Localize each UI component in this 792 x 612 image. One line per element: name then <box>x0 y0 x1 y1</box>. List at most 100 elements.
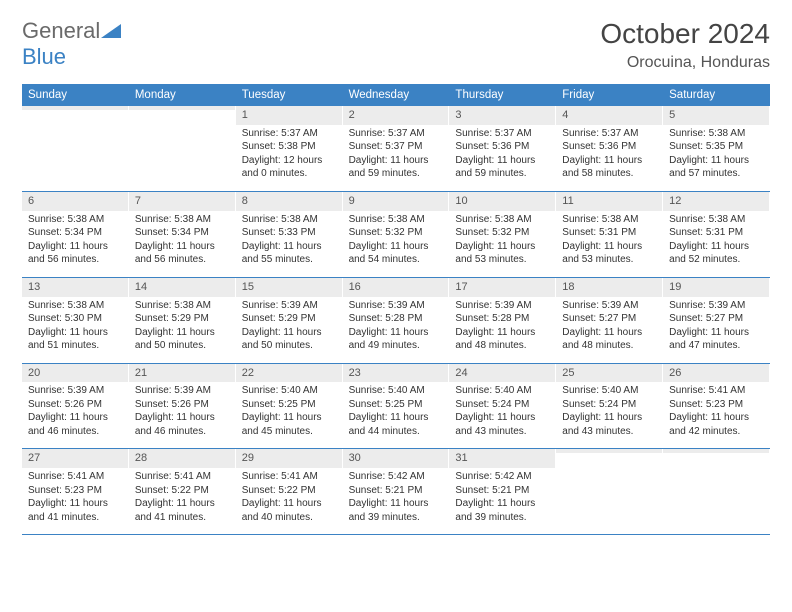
day-line: and 49 minutes. <box>349 339 444 353</box>
day-body: Sunrise: 5:37 AMSunset: 5:36 PMDaylight:… <box>556 125 663 191</box>
day-body: Sunrise: 5:37 AMSunset: 5:36 PMDaylight:… <box>449 125 556 191</box>
calendar-day: 10Sunrise: 5:38 AMSunset: 5:32 PMDayligh… <box>449 192 556 277</box>
day-line: Sunset: 5:21 PM <box>349 484 444 498</box>
day-number: 10 <box>449 192 556 211</box>
calendar-day: 12Sunrise: 5:38 AMSunset: 5:31 PMDayligh… <box>663 192 770 277</box>
day-line: Daylight: 11 hours <box>242 326 337 340</box>
calendar-week: 13Sunrise: 5:38 AMSunset: 5:30 PMDayligh… <box>22 278 770 364</box>
calendar-day: 18Sunrise: 5:39 AMSunset: 5:27 PMDayligh… <box>556 278 663 363</box>
day-line: Sunset: 5:21 PM <box>455 484 550 498</box>
weekday-label: Sunday <box>22 84 129 106</box>
calendar-day: 1Sunrise: 5:37 AMSunset: 5:38 PMDaylight… <box>236 106 343 191</box>
day-line: and 56 minutes. <box>28 253 123 267</box>
day-line: Daylight: 11 hours <box>349 240 444 254</box>
calendar-day: 15Sunrise: 5:39 AMSunset: 5:29 PMDayligh… <box>236 278 343 363</box>
day-body: Sunrise: 5:38 AMSunset: 5:32 PMDaylight:… <box>343 211 450 277</box>
day-line: Sunrise: 5:42 AM <box>455 470 550 484</box>
calendar-day <box>129 106 236 191</box>
day-line: Sunrise: 5:38 AM <box>135 213 230 227</box>
day-body: Sunrise: 5:37 AMSunset: 5:37 PMDaylight:… <box>343 125 450 191</box>
day-line: and 48 minutes. <box>455 339 550 353</box>
day-line: Sunrise: 5:39 AM <box>28 384 123 398</box>
day-line: Daylight: 11 hours <box>562 240 657 254</box>
day-line: Daylight: 11 hours <box>349 497 444 511</box>
calendar-week: 6Sunrise: 5:38 AMSunset: 5:34 PMDaylight… <box>22 192 770 278</box>
calendar-day: 8Sunrise: 5:38 AMSunset: 5:33 PMDaylight… <box>236 192 343 277</box>
calendar-day: 27Sunrise: 5:41 AMSunset: 5:23 PMDayligh… <box>22 449 129 534</box>
day-body <box>663 453 770 519</box>
month-title: October 2024 <box>600 18 770 50</box>
day-number: 18 <box>556 278 663 297</box>
day-line: Daylight: 11 hours <box>28 326 123 340</box>
day-body: Sunrise: 5:39 AMSunset: 5:28 PMDaylight:… <box>449 297 556 363</box>
calendar-day: 26Sunrise: 5:41 AMSunset: 5:23 PMDayligh… <box>663 364 770 449</box>
logo: General Blue <box>22 18 121 70</box>
day-line: Sunset: 5:23 PM <box>669 398 764 412</box>
day-number: 15 <box>236 278 343 297</box>
day-number: 14 <box>129 278 236 297</box>
calendar-day <box>556 449 663 534</box>
day-line: Sunrise: 5:38 AM <box>135 299 230 313</box>
day-number: 12 <box>663 192 770 211</box>
day-line: and 39 minutes. <box>455 511 550 525</box>
day-line: Daylight: 11 hours <box>669 411 764 425</box>
day-body: Sunrise: 5:39 AMSunset: 5:28 PMDaylight:… <box>343 297 450 363</box>
day-line: Sunset: 5:28 PM <box>349 312 444 326</box>
day-line: and 48 minutes. <box>562 339 657 353</box>
logo-shape-icon <box>101 18 121 44</box>
calendar-day: 5Sunrise: 5:38 AMSunset: 5:35 PMDaylight… <box>663 106 770 191</box>
day-line: Sunset: 5:33 PM <box>242 226 337 240</box>
day-line: Sunset: 5:32 PM <box>349 226 444 240</box>
day-body: Sunrise: 5:37 AMSunset: 5:38 PMDaylight:… <box>236 125 343 191</box>
day-line: and 41 minutes. <box>28 511 123 525</box>
day-number: 28 <box>129 449 236 468</box>
day-line: Daylight: 11 hours <box>135 240 230 254</box>
day-line: Sunset: 5:34 PM <box>135 226 230 240</box>
day-line: Sunrise: 5:38 AM <box>669 127 764 141</box>
day-number: 16 <box>343 278 450 297</box>
logo-text-blue: Blue <box>22 44 66 69</box>
weekday-label: Friday <box>556 84 663 106</box>
day-line: Sunset: 5:34 PM <box>28 226 123 240</box>
day-line: Sunset: 5:25 PM <box>349 398 444 412</box>
day-body: Sunrise: 5:38 AMSunset: 5:33 PMDaylight:… <box>236 211 343 277</box>
day-line: Daylight: 11 hours <box>349 411 444 425</box>
day-number: 19 <box>663 278 770 297</box>
calendar-day: 25Sunrise: 5:40 AMSunset: 5:24 PMDayligh… <box>556 364 663 449</box>
day-number: 22 <box>236 364 343 383</box>
day-line: Sunrise: 5:38 AM <box>349 213 444 227</box>
day-line: Sunset: 5:24 PM <box>455 398 550 412</box>
day-line: Daylight: 11 hours <box>455 240 550 254</box>
day-body: Sunrise: 5:39 AMSunset: 5:27 PMDaylight:… <box>556 297 663 363</box>
day-line: Sunrise: 5:38 AM <box>562 213 657 227</box>
weekday-header: Sunday Monday Tuesday Wednesday Thursday… <box>22 84 770 106</box>
day-number: 24 <box>449 364 556 383</box>
day-line: and 43 minutes. <box>455 425 550 439</box>
day-body: Sunrise: 5:41 AMSunset: 5:23 PMDaylight:… <box>22 468 129 534</box>
calendar-day: 31Sunrise: 5:42 AMSunset: 5:21 PMDayligh… <box>449 449 556 534</box>
day-line: Daylight: 11 hours <box>349 154 444 168</box>
day-line: Sunrise: 5:40 AM <box>242 384 337 398</box>
day-number: 1 <box>236 106 343 125</box>
day-line: Sunrise: 5:39 AM <box>349 299 444 313</box>
day-number: 13 <box>22 278 129 297</box>
day-number: 4 <box>556 106 663 125</box>
day-number: 30 <box>343 449 450 468</box>
day-line: and 54 minutes. <box>349 253 444 267</box>
day-line: and 46 minutes. <box>135 425 230 439</box>
calendar-day: 28Sunrise: 5:41 AMSunset: 5:22 PMDayligh… <box>129 449 236 534</box>
day-line: Sunset: 5:29 PM <box>135 312 230 326</box>
calendar-week: 27Sunrise: 5:41 AMSunset: 5:23 PMDayligh… <box>22 449 770 535</box>
day-line: and 45 minutes. <box>242 425 337 439</box>
day-line: Sunrise: 5:40 AM <box>455 384 550 398</box>
day-body: Sunrise: 5:38 AMSunset: 5:31 PMDaylight:… <box>663 211 770 277</box>
day-body: Sunrise: 5:39 AMSunset: 5:26 PMDaylight:… <box>129 382 236 448</box>
day-line: Daylight: 11 hours <box>562 154 657 168</box>
calendar-body: 1Sunrise: 5:37 AMSunset: 5:38 PMDaylight… <box>22 106 770 535</box>
day-number: 2 <box>343 106 450 125</box>
day-line: Sunrise: 5:40 AM <box>349 384 444 398</box>
day-line: and 59 minutes. <box>349 167 444 181</box>
day-body: Sunrise: 5:39 AMSunset: 5:27 PMDaylight:… <box>663 297 770 363</box>
day-line: Daylight: 11 hours <box>135 326 230 340</box>
calendar-day: 23Sunrise: 5:40 AMSunset: 5:25 PMDayligh… <box>343 364 450 449</box>
